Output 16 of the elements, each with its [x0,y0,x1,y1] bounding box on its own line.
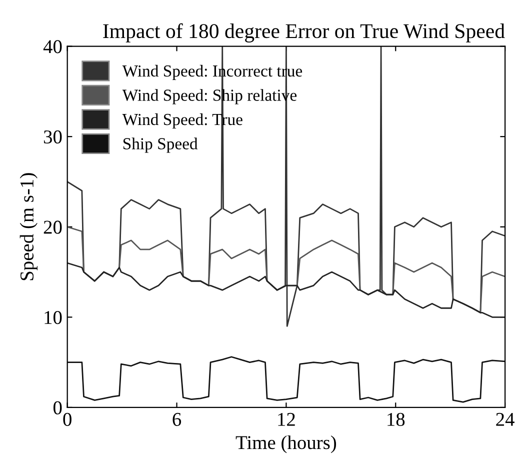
y-tick-label: 40 [43,40,62,54]
x-tick-label: 24 [496,412,514,426]
y-axis-title: Speed (m s-1) [20,173,38,280]
y-tick-label: 20 [44,220,62,234]
legend-label: Ship Speed [123,138,198,153]
chart-title: Impact of 180 degree Error on True Wind Speed [103,23,505,42]
x-tick-label: 18 [388,412,405,426]
x-axis-title: Time (hours) [236,435,336,454]
x-tick-label: 0 [63,412,72,426]
x-tick-label: 6 [172,412,182,426]
line-series [67,262,506,318]
y-tick-label: 30 [44,130,62,144]
line-series [67,356,506,403]
y-tick-label: 10 [44,310,62,324]
y-tick-label: 0 [54,401,62,414]
x-tick-label: 12 [278,412,295,426]
